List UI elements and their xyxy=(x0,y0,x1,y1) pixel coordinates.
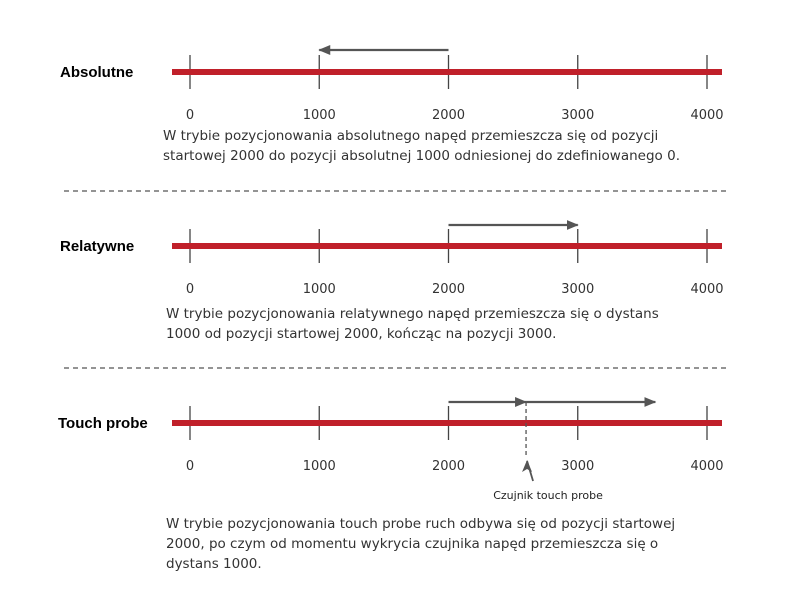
probe-label: Czujnik touch probe xyxy=(493,489,603,502)
tick-label-touch-probe-3000: 3000 xyxy=(561,459,594,474)
probe-pointer-arrow xyxy=(522,460,534,482)
caption-relative-line-1: W trybie pozycjonowania relatywnego napę… xyxy=(166,306,659,322)
caption-relative-line-2: 1000 od pozycji startowej 2000, kończąc … xyxy=(166,326,557,342)
tick-label-touch-probe-0: 0 xyxy=(186,459,194,474)
tick-label-relative-4000: 4000 xyxy=(690,282,723,297)
caption-absolute-line-2: startowej 2000 do pozycji absolutnej 100… xyxy=(163,148,680,164)
row-label-relative: Relatywne xyxy=(60,238,134,255)
tick-label-relative-1000: 1000 xyxy=(303,282,336,297)
tick-label-touch-probe-4000: 4000 xyxy=(690,459,723,474)
tick-label-relative-3000: 3000 xyxy=(561,282,594,297)
tick-label-absolute-1000: 1000 xyxy=(303,108,336,123)
tick-label-relative-0: 0 xyxy=(186,282,194,297)
caption-touch-probe-line-3: dystans 1000. xyxy=(166,556,262,572)
tick-label-absolute-4000: 4000 xyxy=(690,108,723,123)
caption-touch-probe-line-1: W trybie pozycjonowania touch probe ruch… xyxy=(166,516,676,532)
caption-absolute-line-1: W trybie pozycjonowania absolutnego napę… xyxy=(163,128,659,144)
tick-label-absolute-0: 0 xyxy=(186,108,194,123)
row-label-touch-probe: Touch probe xyxy=(58,415,148,432)
caption-absolute: W trybie pozycjonowania absolutnego napę… xyxy=(163,126,680,166)
tick-label-touch-probe-2000: 2000 xyxy=(432,459,465,474)
tick-label-relative-2000: 2000 xyxy=(432,282,465,297)
tick-label-touch-probe-1000: 1000 xyxy=(303,459,336,474)
caption-touch-probe-line-2: 2000, po czym od momentu wykrycia czujni… xyxy=(166,536,659,552)
caption-relative: W trybie pozycjonowania relatywnego napę… xyxy=(166,304,659,344)
caption-touch-probe: W trybie pozycjonowania touch probe ruch… xyxy=(166,514,675,574)
tick-label-absolute-3000: 3000 xyxy=(561,108,594,123)
row-label-absolute: Absolutne xyxy=(60,64,133,81)
tick-label-absolute-2000: 2000 xyxy=(432,108,465,123)
